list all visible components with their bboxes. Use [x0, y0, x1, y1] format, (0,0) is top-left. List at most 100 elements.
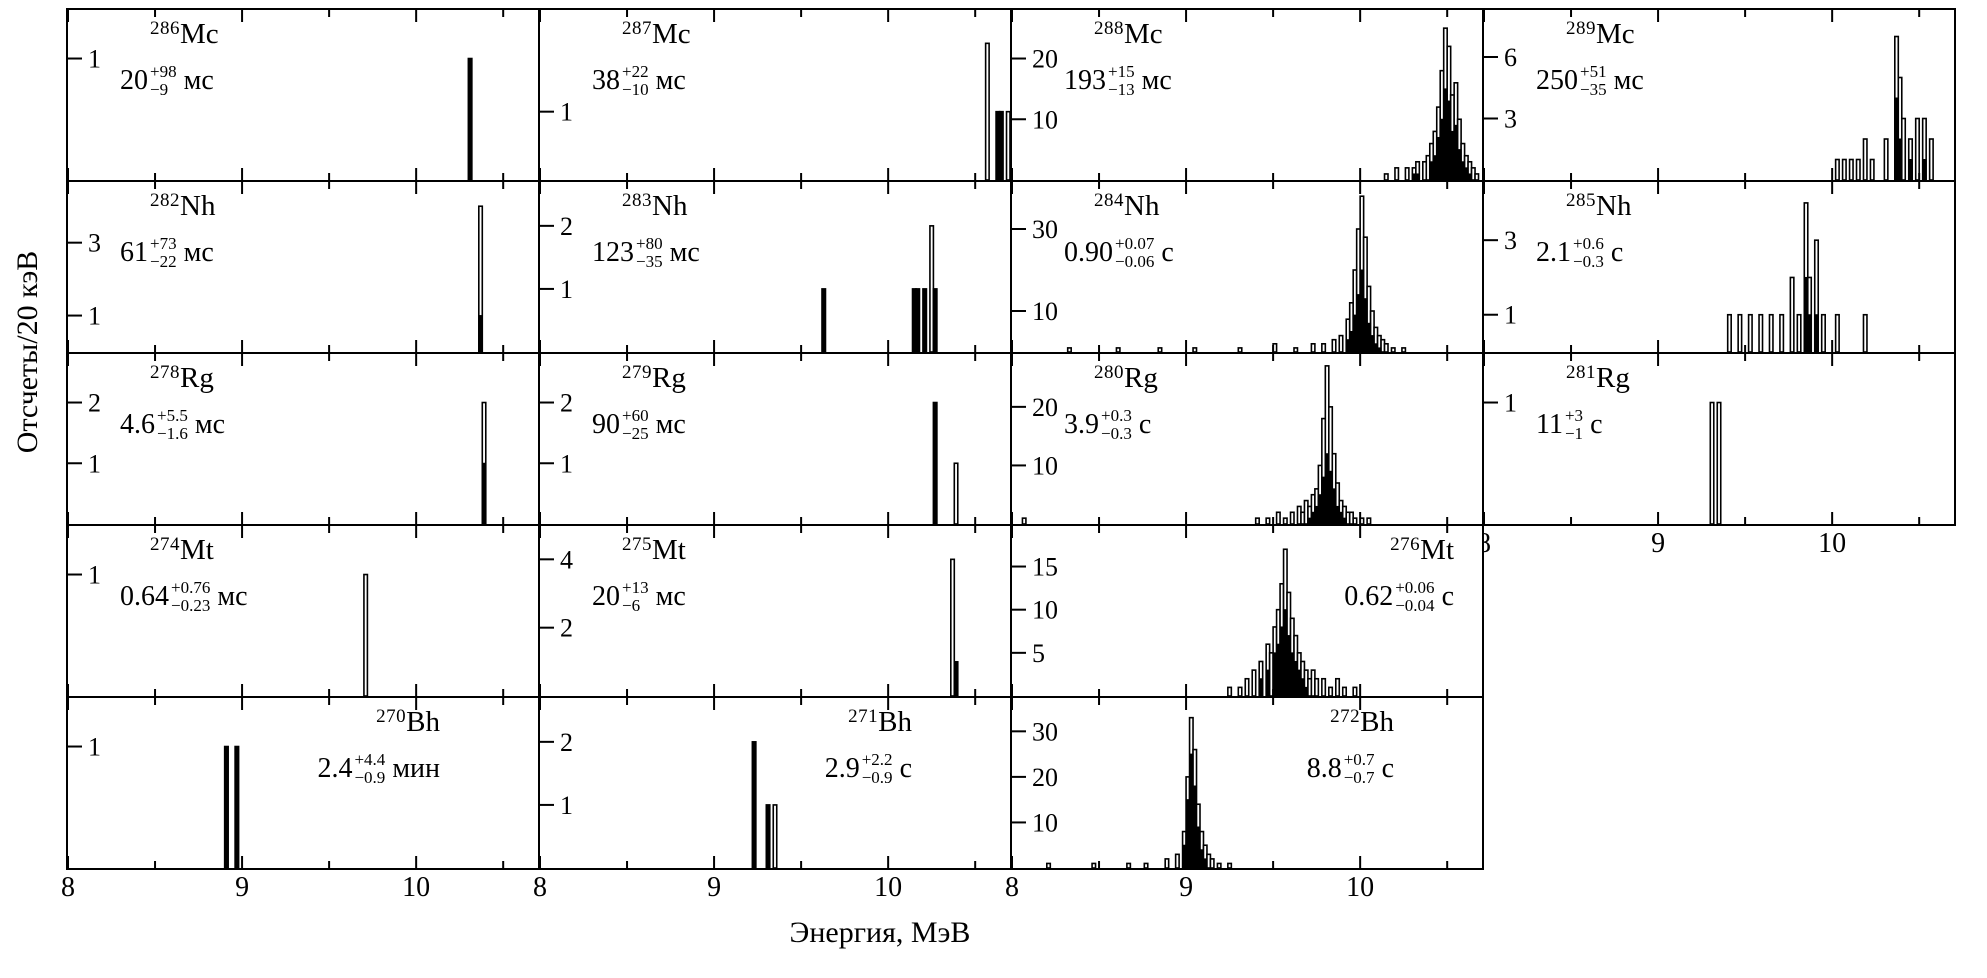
half-life-minus-error: −0.7	[1343, 767, 1375, 787]
half-life-minus-error: −22	[150, 251, 177, 271]
x-tick-label: 10	[1818, 528, 1847, 559]
y-tick-label: 10	[1032, 297, 1058, 326]
half-life-value: 38	[592, 64, 620, 96]
half-life-label: 2.4 +4.4 −0.9 мин	[317, 751, 440, 787]
isotope-element-symbol: Bh	[878, 706, 912, 738]
half-life-unit: мс	[1613, 64, 1644, 96]
y-tick-label: 6	[1504, 43, 1517, 72]
isotope-element-symbol: Rg	[180, 362, 214, 394]
half-life-label: 4.6 +5.5 −1.6 мс	[120, 407, 225, 443]
histogram-plot: 12	[538, 180, 1012, 354]
x-tick-label: 9	[235, 872, 250, 903]
half-life-errors: +4.4 −0.9	[354, 751, 385, 787]
half-life-unit: мс	[655, 580, 686, 612]
half-life-minus-error: −25	[622, 423, 649, 443]
y-tick-label: 4	[560, 545, 573, 574]
isotope-label: 274Mt	[150, 534, 214, 567]
half-life-plus-error: +98	[150, 62, 177, 81]
half-life-value: 2.1	[1536, 236, 1571, 268]
half-life-label: 0.90 +0.07 −0.06 с	[1064, 235, 1174, 271]
isotope-mass-number: 275	[622, 534, 652, 555]
half-life-label: 123 +80 −35 мс	[592, 235, 700, 271]
half-life-errors: +22 −10	[622, 63, 649, 99]
half-life-minus-error: −0.9	[861, 767, 893, 787]
isotope-element-symbol: Mc	[180, 18, 219, 50]
half-life-minus-error: −6	[622, 595, 641, 615]
isotope-element-symbol: Rg	[1596, 362, 1630, 394]
y-tick-label: 1	[560, 275, 573, 304]
half-life-unit: мс	[183, 236, 214, 268]
histogram-plot: 10 20	[1010, 8, 1484, 182]
half-life-minus-error: −35	[1580, 79, 1607, 99]
half-life-plus-error: +80	[636, 234, 663, 253]
filled-histogram-bars	[995, 111, 1004, 181]
half-life-value: 11	[1536, 408, 1563, 440]
y-axis-ticks: 13	[68, 229, 101, 331]
y-axis-ticks: 1	[540, 98, 573, 127]
half-life-unit: мс	[655, 408, 686, 440]
x-tick-label: 10	[1346, 872, 1375, 903]
y-tick-label: 10	[1032, 596, 1058, 625]
y-tick-label: 1	[88, 302, 101, 331]
half-life-errors: +0.3 −0.3	[1101, 407, 1132, 443]
spectrum-panel-288Mc: 10 20 288Mc 193 +15 −13 мс	[1010, 8, 1484, 182]
histogram-plot: 10 30	[1010, 180, 1484, 354]
half-life-value: 3.9	[1064, 408, 1099, 440]
half-life-plus-error: +0.3	[1101, 406, 1132, 425]
half-life-unit: мс	[655, 64, 686, 96]
histogram-plot: 12	[538, 696, 1012, 870]
spectrum-panel-280Rg: 10 20 280Rg 3.9 +0.3 −0.3 с	[1010, 352, 1484, 526]
y-tick-label: 2	[560, 389, 573, 418]
isotope-mass-number: 288	[1094, 18, 1124, 39]
y-axis-ticks: 12	[68, 389, 101, 478]
filled-histogram-bars	[1345, 269, 1382, 353]
y-tick-label: 1	[560, 791, 573, 820]
y-tick-label: 3	[1504, 105, 1517, 134]
isotope-element-symbol: Nh	[180, 190, 216, 222]
half-life-errors: +0.06 −0.04	[1395, 579, 1434, 615]
spectrum-panel-276Mt: 5 10 15 276Mt 0.62 +0.06 −0.04 с	[1010, 524, 1484, 698]
half-life-minus-error: −10	[622, 79, 649, 99]
half-life-plus-error: +5.5	[157, 406, 188, 425]
isotope-label: 270Bh	[376, 706, 440, 739]
half-life-label: 11 +3 −1 с	[1536, 407, 1603, 443]
isotope-label: 286Mc	[150, 18, 219, 51]
y-tick-label: 30	[1032, 717, 1058, 746]
x-tick-label: 8	[61, 872, 75, 903]
isotope-label: 280Rg	[1094, 362, 1158, 395]
half-life-unit: мс	[669, 236, 700, 268]
half-life-minus-error: −0.23	[171, 595, 211, 615]
half-life-errors: +60 −25	[622, 407, 649, 443]
isotope-mass-number: 270	[376, 706, 407, 727]
isotope-mass-number: 278	[150, 362, 180, 383]
isotope-mass-number: 285	[1566, 190, 1596, 211]
isotope-element-symbol: Mc	[1124, 18, 1163, 50]
y-axis-ticks: 5 10 15	[1012, 553, 1058, 668]
isotope-mass-number: 284	[1094, 190, 1124, 211]
half-life-minus-error: −0.06	[1115, 251, 1155, 271]
filled-histogram-bars	[953, 661, 959, 697]
isotope-label: 275Mt	[622, 534, 686, 567]
half-life-plus-error: +0.6	[1573, 234, 1604, 253]
isotope-element-symbol: Bh	[406, 706, 440, 738]
histogram-plot: 1	[66, 524, 540, 698]
x-axis-ticks	[1011, 182, 1449, 352]
isotope-label: 278Rg	[150, 362, 214, 395]
filled-histogram-bars	[1411, 88, 1473, 181]
x-axis-ticks	[539, 182, 977, 352]
half-life-minus-error: −1	[1564, 423, 1584, 443]
half-life-errors: +80 −35	[636, 235, 663, 271]
half-life-plus-error: +0.07	[1115, 234, 1155, 253]
y-tick-label: 20	[1032, 763, 1058, 792]
y-tick-label: 3	[1504, 226, 1517, 255]
isotope-mass-number: 287	[622, 18, 652, 39]
half-life-value: 0.64	[120, 580, 169, 612]
isotope-label: 271Bh	[848, 706, 912, 739]
y-axis-ticks: 13	[1484, 226, 1517, 330]
